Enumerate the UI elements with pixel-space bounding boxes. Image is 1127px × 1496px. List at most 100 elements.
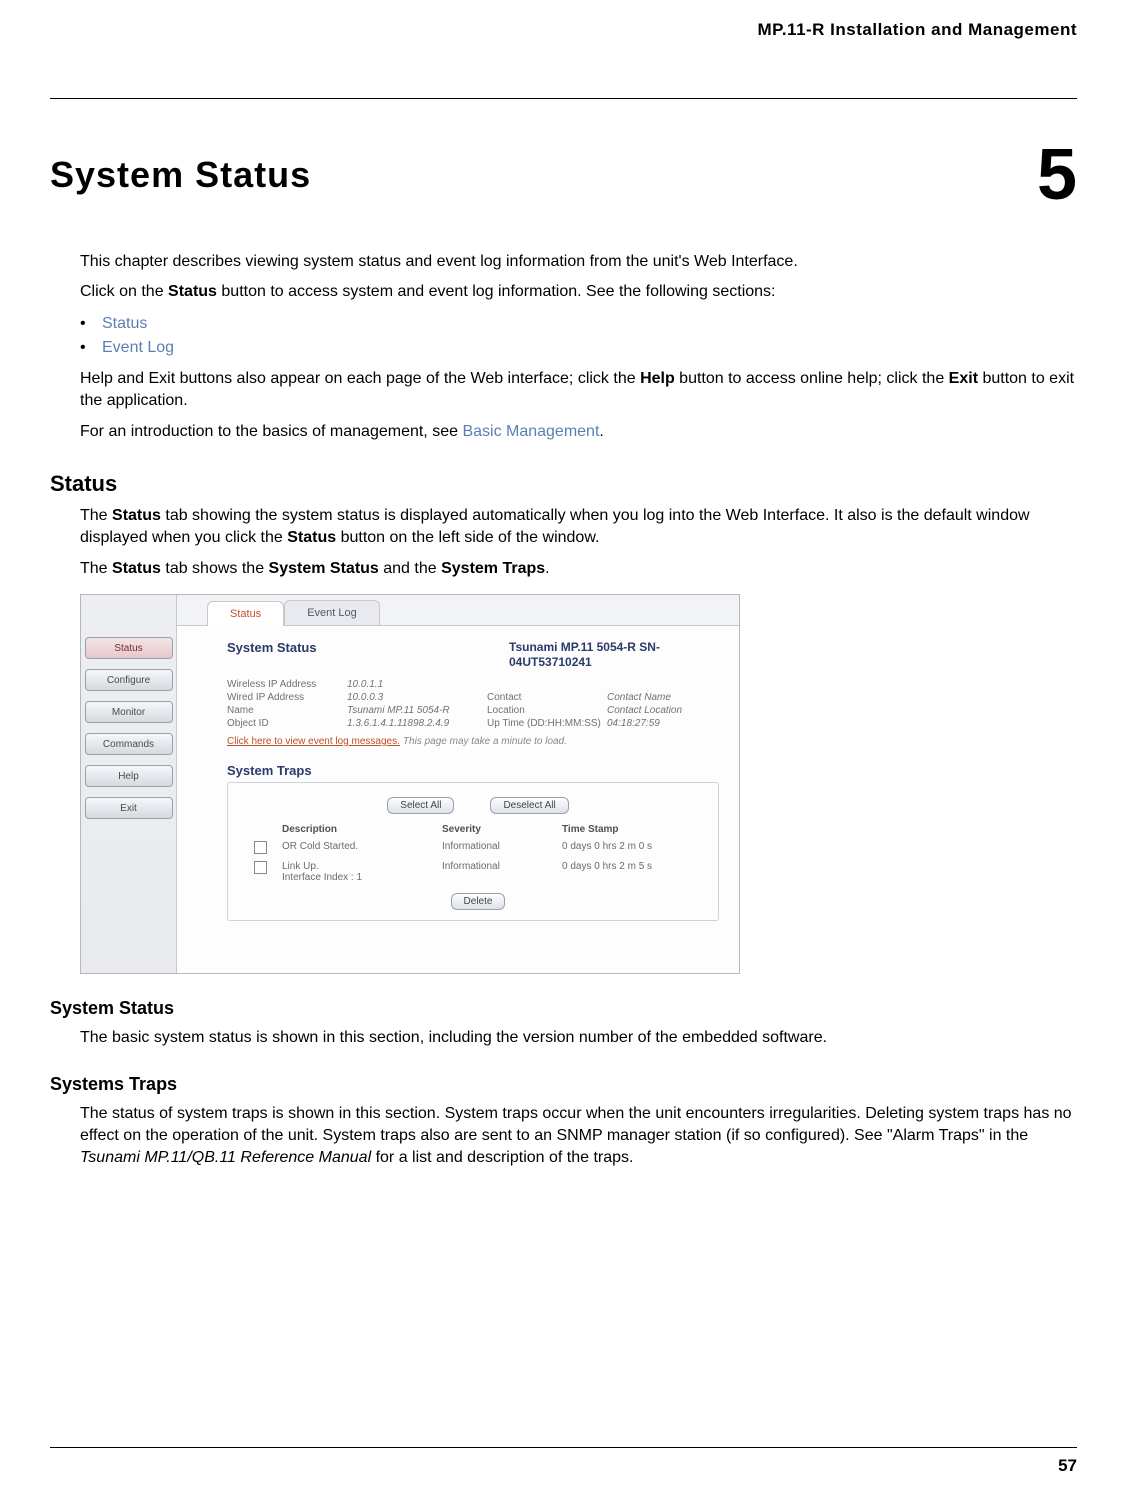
val-name: Tsunami MP.11 5054-R	[347, 705, 487, 716]
status-p2-d: System Status	[269, 560, 379, 577]
lbl-wired-ip: Wired IP Address	[227, 692, 347, 703]
intro-p2-c: button to access system and event log in…	[217, 283, 776, 300]
trap-desc-1: Link Up. Interface Index : 1	[282, 861, 442, 883]
systems-traps-p1-i: Tsunami MP.11/QB.11 Reference Manual	[80, 1149, 371, 1166]
panel-title-row: System Status Tsunami MP.11 5054-R SN-04…	[227, 640, 719, 669]
trap-checkbox-0[interactable]	[254, 841, 267, 854]
panel-subtitle: Tsunami MP.11 5054-R SN-04UT53710241	[509, 640, 719, 669]
intro-p2-b: Status	[168, 283, 217, 300]
intro-p3-c: button to access online help; click the	[675, 370, 949, 387]
lbl-objectid: Object ID	[227, 718, 347, 729]
hint-rest: This page may take a minute to load.	[403, 736, 567, 747]
chapter-row: System Status 5	[50, 139, 1077, 211]
embedded-screenshot: Status Configure Monitor Commands Help E…	[80, 594, 740, 974]
status-p1: The Status tab showing the system status…	[80, 505, 1077, 550]
intro-bullets: Status Event Log	[80, 312, 1077, 360]
status-p2-e: and the	[379, 560, 441, 577]
tab-eventlog[interactable]: Event Log	[284, 600, 380, 625]
intro-p3-b: Help	[640, 370, 675, 387]
deselect-all-button[interactable]: Deselect All	[490, 797, 568, 814]
status-p2-f: System Traps	[441, 560, 545, 577]
sidebar-btn-status[interactable]: Status	[85, 637, 173, 659]
sidebar-btn-configure[interactable]: Configure	[85, 669, 173, 691]
traps-title: System Traps	[227, 763, 719, 778]
chapter-title: System Status	[50, 154, 311, 196]
intro-p2: Click on the Status button to access sys…	[80, 281, 1077, 303]
bullet-status: Status	[80, 312, 1077, 336]
panel-title: System Status	[227, 640, 317, 669]
status-p2-b: Status	[112, 560, 161, 577]
trap-desc-0: OR Cold Started.	[282, 841, 442, 852]
main-panel: Status Event Log System Status Tsunami M…	[177, 595, 739, 973]
traps-head: Description Severity Time Stamp	[254, 824, 702, 835]
footer-rule	[50, 1447, 1077, 1448]
header-rule	[50, 98, 1077, 99]
panel-body: System Status Tsunami MP.11 5054-R SN-04…	[177, 626, 739, 973]
info-grid: Wireless IP Address 10.0.1.1 Wired IP Ad…	[227, 679, 719, 729]
heading-status: Status	[50, 471, 1077, 497]
lbl-location: Location	[487, 705, 607, 716]
val-wireless-ip: 10.0.1.1	[347, 679, 487, 690]
page-number: 57	[1058, 1456, 1077, 1476]
status-p2-a: The	[80, 560, 112, 577]
heading-systems-traps: Systems Traps	[50, 1074, 1077, 1095]
heading-system-status: System Status	[50, 998, 1077, 1019]
val-location: Contact Location	[607, 705, 717, 716]
val-uptime: 04:18:27:59	[607, 718, 717, 729]
trap-sev-0: Informational	[442, 841, 562, 852]
select-all-button[interactable]: Select All	[387, 797, 454, 814]
system-status-p1: The basic system status is shown in this…	[80, 1027, 1077, 1049]
trap-ts-1: 0 days 0 hrs 2 m 5 s	[562, 861, 702, 872]
status-p1-e: button on the left side of the window.	[336, 529, 599, 546]
page: MP.11-R Installation and Management Syst…	[0, 0, 1127, 1496]
val-contact: Contact Name	[607, 692, 717, 703]
sidebar-btn-help[interactable]: Help	[85, 765, 173, 787]
systems-traps-p1-a: The status of system traps is shown in t…	[80, 1105, 1072, 1144]
th-desc: Description	[282, 824, 442, 835]
link-eventlog[interactable]: Event Log	[102, 339, 174, 356]
traps-btn-row: Select All Deselect All	[254, 797, 702, 814]
intro-p3: Help and Exit buttons also appear on eac…	[80, 368, 1077, 413]
lbl-empty1	[487, 679, 607, 690]
sidebar-btn-monitor[interactable]: Monitor	[85, 701, 173, 723]
tab-status[interactable]: Status	[207, 601, 284, 626]
delete-row: Delete	[254, 893, 702, 910]
th-sev: Severity	[442, 824, 562, 835]
traps-box: Select All Deselect All Description Seve…	[227, 782, 719, 921]
hint-row: Click here to view event log messages. T…	[227, 735, 719, 747]
delete-button[interactable]: Delete	[451, 893, 506, 910]
trap-sev-1: Informational	[442, 861, 562, 872]
val-wired-ip: 10.0.0.3	[347, 692, 487, 703]
sidebar: Status Configure Monitor Commands Help E…	[81, 595, 177, 973]
status-p2: The Status tab shows the System Status a…	[80, 558, 1077, 580]
trap-checkbox-1[interactable]	[254, 861, 267, 874]
status-p1-a: The	[80, 507, 112, 524]
status-p2-c: tab shows the	[161, 560, 269, 577]
val-objectid: 1.3.6.1.4.1.11898.2.4.9	[347, 718, 487, 729]
intro-p2-a: Click on the	[80, 283, 168, 300]
lbl-name: Name	[227, 705, 347, 716]
link-basic-management[interactable]: Basic Management	[462, 423, 599, 440]
sidebar-btn-exit[interactable]: Exit	[85, 797, 173, 819]
status-p1-d: Status	[287, 529, 336, 546]
sidebar-btn-commands[interactable]: Commands	[85, 733, 173, 755]
intro-p3-d: Exit	[949, 370, 978, 387]
link-status[interactable]: Status	[102, 315, 147, 332]
bullet-eventlog: Event Log	[80, 336, 1077, 360]
doc-header-title: MP.11-R Installation and Management	[50, 0, 1077, 48]
chapter-number: 5	[1037, 139, 1077, 211]
intro-p4-a: For an introduction to the basics of man…	[80, 423, 462, 440]
lbl-uptime: Up Time (DD:HH:MM:SS)	[487, 718, 607, 729]
intro-p3-a: Help and Exit buttons also appear on eac…	[80, 370, 640, 387]
intro-p4: For an introduction to the basics of man…	[80, 421, 1077, 443]
trap-row-0: OR Cold Started. Informational 0 days 0 …	[254, 841, 702, 857]
val-empty1	[607, 679, 717, 690]
intro-p4-b: .	[599, 423, 603, 440]
trap-row-1: Link Up. Interface Index : 1 Information…	[254, 861, 702, 883]
trap-ts-0: 0 days 0 hrs 2 m 0 s	[562, 841, 702, 852]
hint-link[interactable]: Click here to view event log messages.	[227, 736, 400, 747]
lbl-contact: Contact	[487, 692, 607, 703]
th-ts: Time Stamp	[562, 824, 702, 835]
status-p1-b: Status	[112, 507, 161, 524]
tabs-row: Status Event Log	[177, 595, 739, 626]
